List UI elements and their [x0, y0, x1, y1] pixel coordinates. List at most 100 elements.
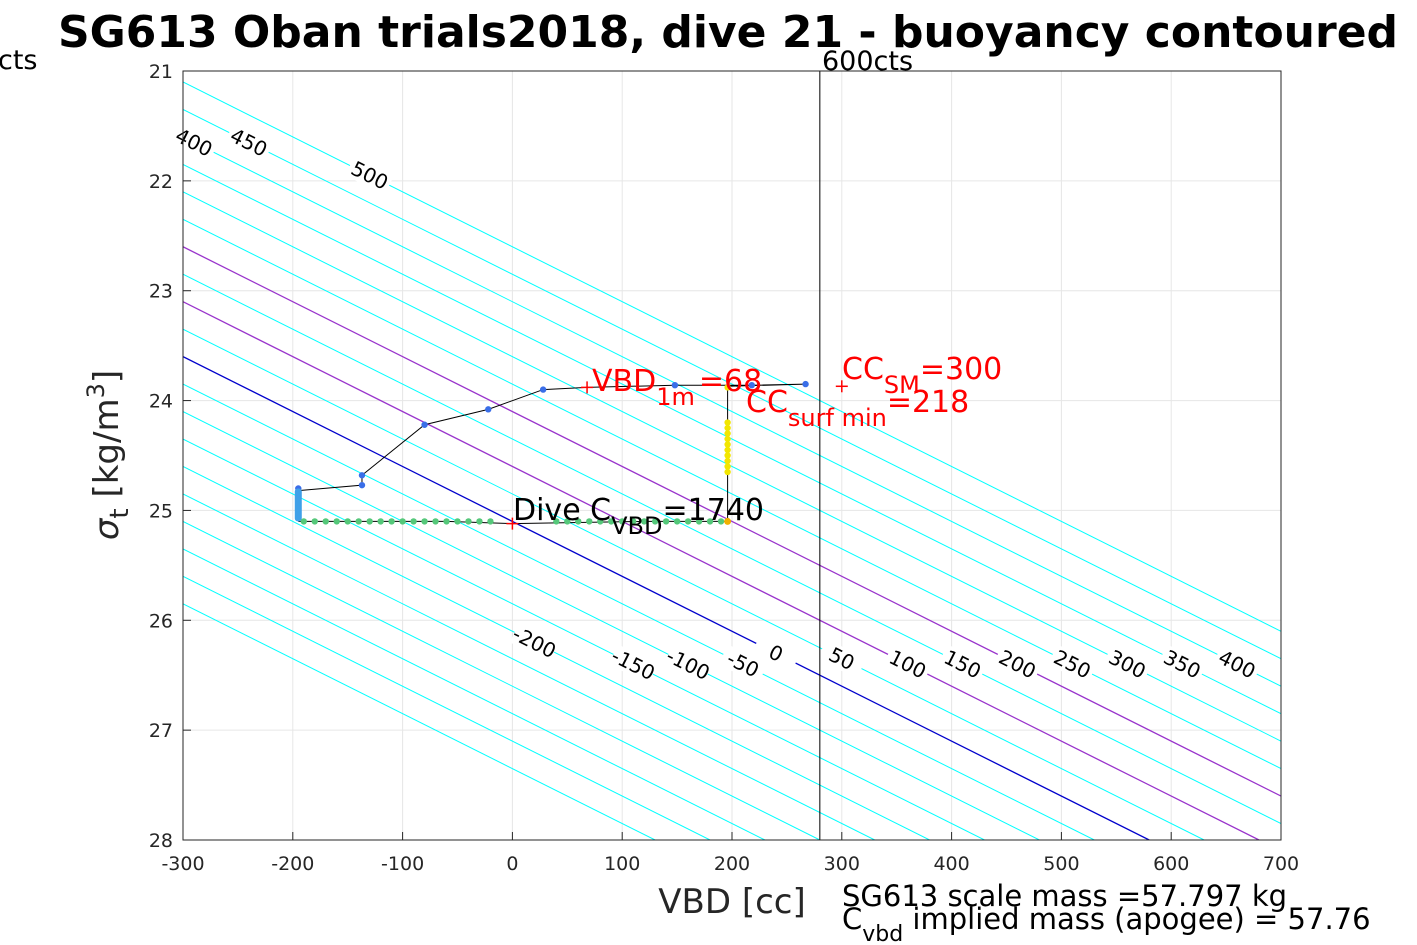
contour-line: [183, 603, 656, 840]
vline-label: 600cts: [822, 46, 913, 77]
annotation-divec: Dive CVBD=1740: [513, 493, 764, 540]
trace-dot-green: [640, 518, 648, 525]
trace-dot-green: [673, 518, 681, 525]
contour-line: [183, 465, 930, 840]
trace-dot-yellow: [724, 435, 731, 443]
y-tick-label: 22: [149, 171, 173, 193]
trace-dot-green: [344, 518, 351, 525]
y-label-end: ]: [87, 370, 127, 383]
contour-line: [183, 548, 766, 840]
y-tick-label: 27: [149, 720, 173, 742]
trace-dot-yellow: [724, 384, 731, 391]
contour-line: [183, 81, 1281, 632]
y-label-text: [kg/m: [87, 398, 127, 497]
contour-label-bg: [663, 644, 713, 684]
contour-line: [183, 410, 1040, 840]
contour-label-bg: [751, 633, 801, 673]
contour-line: [183, 108, 1281, 660]
trace-dot-yellow: [724, 452, 731, 459]
x-tick-label: 0: [506, 853, 518, 875]
y-tick-label: 24: [149, 391, 173, 413]
contour-line: [183, 493, 875, 840]
contour-line: [183, 355, 1150, 840]
x-tick-label: -100: [381, 853, 424, 875]
trace-dot-green: [355, 518, 362, 525]
y-tick-label: 23: [149, 281, 173, 303]
contour-line: [183, 383, 1095, 840]
trace-dot-green: [575, 518, 582, 525]
x-axis-label: VBD [cc]: [658, 882, 806, 922]
trace-dot-green: [476, 518, 483, 525]
top-left-label: cts: [0, 45, 38, 76]
contour-line: [183, 273, 1281, 825]
trace-dot-green: [662, 518, 670, 525]
x-tick-label: 700: [1263, 853, 1299, 875]
trace-dot-green: [597, 518, 604, 525]
x-tick-label: -200: [271, 853, 314, 875]
trace-dot-blue: [748, 381, 755, 389]
trace-dot-green: [586, 518, 593, 525]
x-tick-label: 300: [824, 853, 860, 875]
trace-dot-blue: [539, 386, 547, 393]
trace-dot-green: [377, 518, 384, 525]
trace-dot-green: [421, 518, 428, 525]
trace-dot-green: [487, 518, 494, 525]
contour-line: [183, 246, 1281, 797]
contour-label-bg: [817, 639, 867, 679]
contour-label-bg: [883, 644, 933, 684]
axis-ticks: -300 -200 -100 0 100 200 300 400 500 600 700 21 22 23…: [149, 61, 1299, 875]
trace-dot-yellow: [724, 468, 731, 476]
trace-dot-blue: [421, 421, 428, 428]
contour-line: [183, 575, 711, 840]
chart-title: SG613 Oban trials2018, dive 21 - buoyanc…: [58, 7, 1398, 58]
trace-dot-green: [717, 518, 725, 525]
trace-dot-green: [333, 518, 340, 525]
contour-label-bg: [608, 644, 658, 684]
trace-dot-blue: [485, 406, 492, 413]
trace-dot-green: [410, 518, 417, 525]
y-label-symbol: σ: [87, 517, 127, 540]
y-axis-label: σt [kg/m3]: [82, 370, 135, 540]
contour-label-bg: [1212, 644, 1262, 684]
dive-trace: [294, 380, 848, 530]
trace-dot-green: [629, 518, 637, 525]
annotation-vbd1m: VBD1m =68: [592, 364, 762, 411]
contour-line: [183, 163, 1281, 715]
trace-dot-green: [454, 518, 461, 525]
contour-line: [183, 191, 1281, 742]
contour-label-bg: [509, 622, 559, 662]
contour-label-bg: [1047, 644, 1097, 684]
contour-line: [183, 300, 1260, 840]
trace-dot-green: [300, 518, 307, 525]
x-tick-label: -300: [161, 853, 204, 875]
trace-dot-green: [311, 518, 318, 525]
annotation-ccsurf: CCsurf min=218: [746, 385, 969, 432]
trace-dot-green: [706, 518, 714, 525]
svg-text:σt [kg/m3]: σt [kg/m3]: [82, 370, 135, 540]
y-tick-label: 25: [149, 500, 173, 522]
trace-dot-green: [399, 518, 406, 525]
contour-label-bg: [1157, 644, 1207, 684]
y-tick-label: 28: [149, 830, 173, 852]
trace-dot-yellow: [724, 441, 731, 448]
trace-dot-green: [432, 518, 439, 525]
y-tick-label: 21: [149, 61, 173, 83]
contour-label-bg: [224, 122, 274, 163]
trace-dot-green: [608, 518, 615, 525]
trace-dot-green: [695, 518, 703, 525]
contour-line: [183, 218, 1281, 770]
trace-dot-green: [465, 518, 472, 525]
trace-dot-blue: [671, 381, 679, 389]
x-tick-label: 400: [933, 853, 969, 875]
trace-dot-green: [619, 518, 626, 525]
trace-dot-blue: [358, 472, 366, 479]
contour-label-bg: [169, 122, 219, 163]
trace-dot-yellow: [724, 430, 731, 437]
x-tick-label: 200: [714, 853, 750, 875]
trace-dot-green: [564, 518, 571, 525]
contour-label-bg: [992, 644, 1043, 684]
trace-dot-green: [388, 518, 395, 525]
x-tick-label: 500: [1043, 853, 1079, 875]
footer-scale-mass: SG613 scale mass =57.797 kg: [842, 879, 1287, 913]
